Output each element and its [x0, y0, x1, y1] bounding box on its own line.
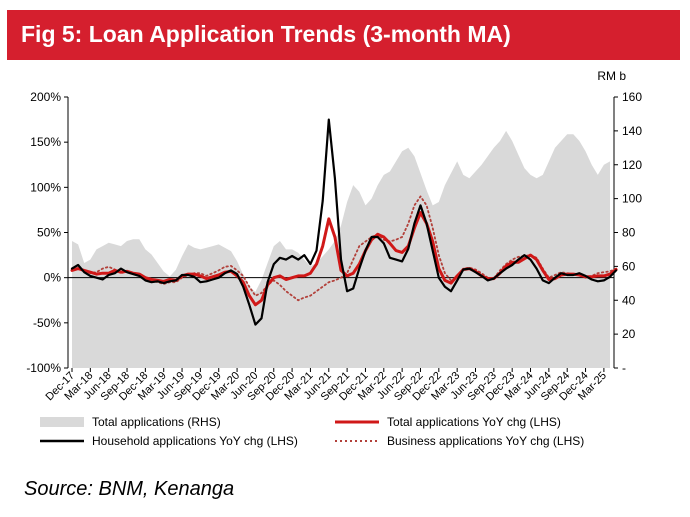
chart-canvas: -100% -50% 0% 50% 100% 150% 200% RM b - 20 40 60 8…	[26, 69, 642, 448]
legend-label: Total applications (RHS)	[92, 415, 221, 429]
left-tick-label: 50%	[37, 226, 61, 240]
legend-label: Business applications YoY chg (LHS)	[387, 434, 584, 448]
left-tick-label: -100%	[26, 361, 61, 375]
left-tick-label: 0%	[44, 271, 62, 285]
right-tick-label: 40	[622, 293, 636, 307]
left-tick-label: 100%	[30, 180, 61, 194]
legend: Total applications (RHS) Total applicatio…	[40, 415, 584, 448]
source-note: Source: BNM, Kenanga	[24, 478, 235, 500]
right-tick-label: 120	[622, 158, 642, 172]
series-line-household	[70, 118, 618, 326]
legend-item-household-yoy: Household applications YoY chg (LHS)	[40, 434, 298, 448]
legend-item-total-yoy: Total applications YoY chg (LHS)	[335, 415, 561, 429]
title-banner: Fig 5: Loan Application Trends (3-month …	[7, 10, 680, 60]
x-axis: Dec-17Mar-18Jun-18Sep-18Dec-18Mar-19Jun-…	[44, 368, 609, 403]
right-tick-label: 20	[622, 327, 636, 341]
left-tick-label: 200%	[30, 90, 61, 104]
legend-swatch	[40, 417, 84, 427]
right-tick-label: 60	[622, 259, 636, 273]
left-axis: -100% -50% 0% 50% 100% 150% 200%	[26, 90, 68, 375]
legend-label: Household applications YoY chg (LHS)	[92, 434, 298, 448]
right-tick-label: 100	[622, 192, 642, 206]
left-tick-label: 150%	[30, 135, 61, 149]
right-tick-label: -	[622, 361, 626, 375]
right-tick-label: 140	[622, 124, 642, 138]
legend-item-business-yoy: Business applications YoY chg (LHS)	[335, 434, 584, 448]
legend-label: Total applications YoY chg (LHS)	[387, 415, 561, 429]
legend-item-total-applications: Total applications (RHS)	[40, 415, 221, 429]
left-tick-label: -50%	[33, 316, 61, 330]
right-axis: RM b - 20 40 60 80 100 120 140 160	[597, 69, 642, 375]
right-tick-label: 80	[622, 226, 636, 240]
right-axis-label: RM b	[597, 69, 626, 83]
plot-area	[67, 97, 618, 368]
right-tick-label: 160	[622, 90, 642, 104]
chart-title: Fig 5: Loan Application Trends (3-month …	[21, 21, 511, 47]
